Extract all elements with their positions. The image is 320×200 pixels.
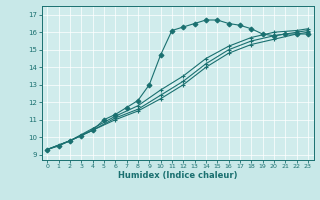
X-axis label: Humidex (Indice chaleur): Humidex (Indice chaleur) xyxy=(118,171,237,180)
